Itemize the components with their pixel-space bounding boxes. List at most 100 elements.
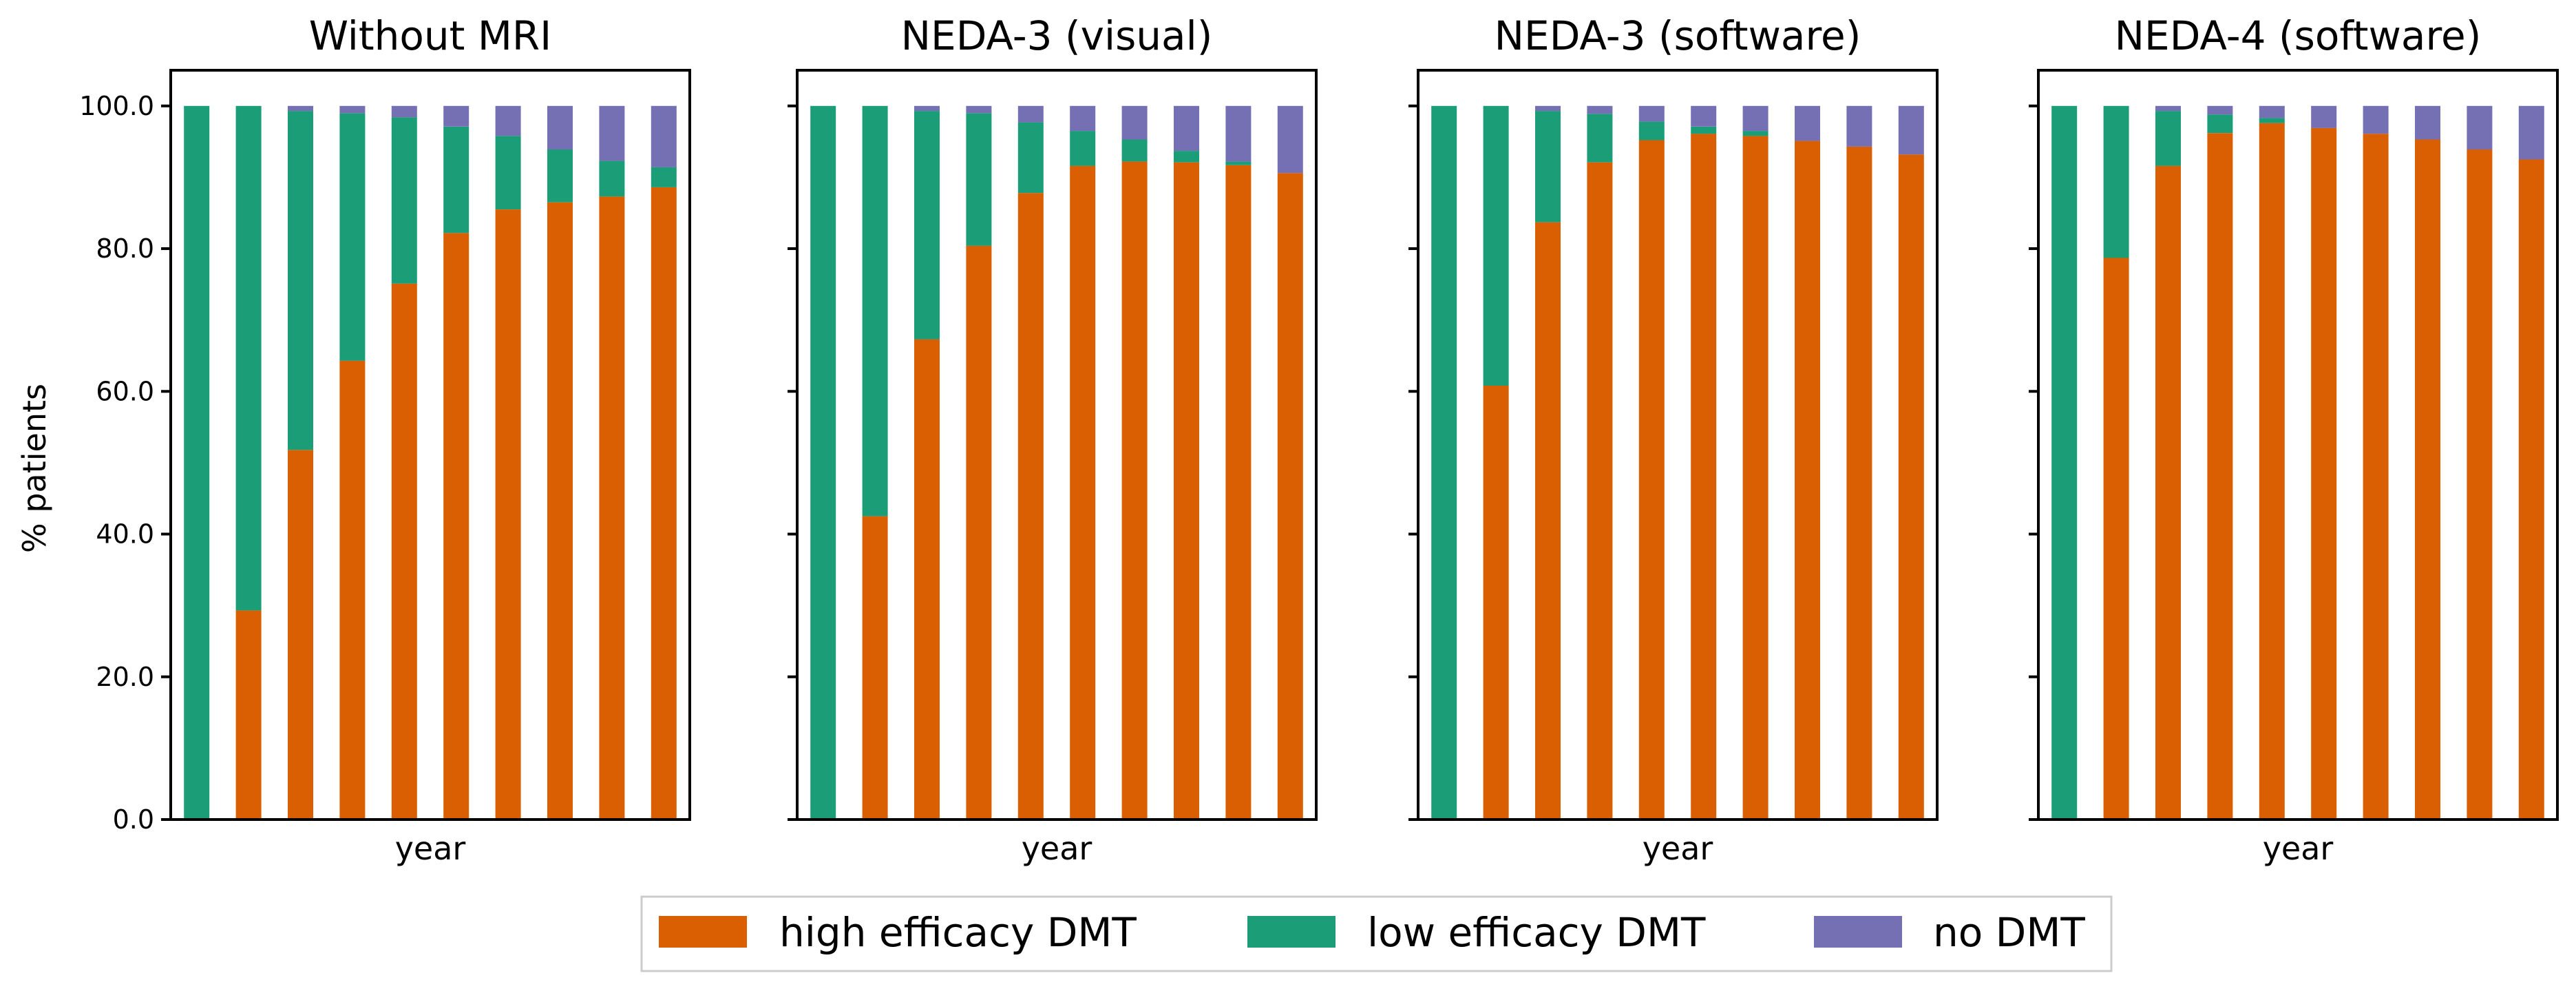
- y-axis-label: % patients: [16, 384, 53, 553]
- panel-1: Without MRI 0.0 20.0 40.0 60.0 80.0 100.0 year: [79, 12, 691, 867]
- y-tick-label: 20.0: [96, 662, 154, 692]
- bar-low-4: [2207, 114, 2233, 134]
- bar-none-3: [2155, 105, 2181, 112]
- bar-high-7: [2363, 134, 2389, 820]
- bar-none-4: [2207, 105, 2233, 115]
- bar-high-5: [1017, 193, 1044, 820]
- panels-layer: Without MRI0.020.040.060.080.0100.0yearN…: [79, 12, 2559, 867]
- bar-low-3: [2155, 111, 2181, 166]
- bar-high-4: [339, 360, 366, 820]
- bar-none-6: [1691, 105, 1717, 127]
- bar-low-9: [1225, 161, 1252, 165]
- bar-high-8: [2415, 139, 2440, 820]
- bar-none-10: [1898, 105, 1924, 155]
- panel-3: NEDA-3 (software) year: [1408, 12, 1939, 867]
- bar-high-10: [651, 187, 677, 820]
- bar-low-7: [1742, 131, 1769, 136]
- bar-high-9: [1846, 146, 1872, 820]
- bar-none-9: [599, 105, 625, 161]
- bar-none-7: [1121, 105, 1148, 140]
- y-tick-label: 60.0: [96, 376, 154, 406]
- panel-title: Without MRI: [309, 12, 552, 59]
- y-tick-label: 40.0: [96, 519, 154, 550]
- bar-high-5: [1638, 140, 1665, 820]
- plot-frame: [2037, 69, 2559, 821]
- bar-none-9: [1225, 105, 1252, 162]
- bar-high-4: [2207, 133, 2233, 820]
- bar-high-2: [1483, 386, 1509, 820]
- legend-label-low: low efficacy DMT: [1367, 909, 1706, 956]
- bar-high-6: [2311, 127, 2337, 820]
- bar-high-4: [966, 245, 992, 820]
- bar-none-5: [1017, 105, 1044, 123]
- legend-swatch-high: [659, 916, 747, 948]
- bar-none-5: [1638, 105, 1665, 122]
- bar-none-4: [1587, 105, 1613, 114]
- bar-low-8: [1174, 151, 1199, 163]
- bar-none-6: [443, 105, 469, 127]
- bar-high-5: [2259, 123, 2285, 820]
- bar-high-6: [1691, 134, 1717, 820]
- bar-low-3: [1535, 111, 1561, 222]
- bar-none-9: [1846, 105, 1872, 147]
- bar-high-3: [2155, 165, 2181, 820]
- bar-none-10: [1277, 105, 1303, 174]
- bar-none-8: [547, 105, 573, 149]
- bar-low-4: [966, 113, 992, 246]
- bar-low-4: [1587, 114, 1613, 163]
- legend-frame: [640, 895, 2113, 972]
- bar-low-5: [391, 117, 417, 284]
- panel-title: NEDA-3 (visual): [901, 12, 1213, 59]
- bar-low-5: [2259, 118, 2285, 123]
- x-axis-label: year: [1643, 830, 1713, 867]
- bar-low-1: [810, 105, 836, 820]
- bar-none-3: [914, 105, 940, 112]
- bar-none-6: [1070, 105, 1096, 132]
- panel-4: NEDA-4 (software) year: [2029, 12, 2559, 867]
- bar-none-7: [1742, 105, 1769, 132]
- bar-high-9: [2467, 149, 2493, 820]
- bar-none-3: [1535, 105, 1561, 112]
- bar-none-7: [495, 105, 521, 136]
- bar-low-6: [1691, 126, 1717, 134]
- bar-low-3: [288, 111, 313, 450]
- bar-none-3: [288, 105, 313, 112]
- bar-high-7: [1121, 161, 1148, 820]
- bar-none-4: [339, 105, 366, 114]
- bar-low-7: [1121, 139, 1148, 162]
- bar-low-10: [651, 167, 677, 187]
- bar-low-3: [914, 111, 940, 340]
- bar-high-4: [1587, 162, 1613, 820]
- bar-low-5: [1638, 121, 1665, 140]
- bar-high-2: [862, 516, 888, 820]
- plot-frame: [1417, 69, 1939, 821]
- panel-title: NEDA-3 (software): [1495, 12, 1861, 59]
- legend-swatch-none: [1814, 916, 1902, 948]
- bar-low-7: [495, 136, 521, 209]
- bar-none-10: [651, 105, 677, 167]
- bar-none-4: [966, 105, 992, 114]
- bar-high-7: [495, 209, 521, 820]
- bar-low-1: [184, 105, 210, 820]
- bar-none-5: [391, 105, 417, 118]
- bar-high-6: [443, 233, 469, 820]
- bar-low-1: [1431, 105, 1457, 820]
- bar-low-8: [547, 149, 573, 202]
- bar-high-5: [391, 283, 417, 820]
- bar-low-2: [1483, 105, 1509, 386]
- bar-low-2: [862, 105, 888, 517]
- bar-high-10: [1898, 154, 1924, 820]
- bar-none-6: [2311, 105, 2337, 128]
- bar-high-10: [1277, 173, 1303, 820]
- bar-none-8: [1174, 105, 1199, 152]
- bar-low-6: [1070, 131, 1096, 166]
- y-tick-label: 80.0: [96, 233, 154, 264]
- x-axis-label: year: [2263, 830, 2334, 867]
- bar-low-9: [599, 160, 625, 197]
- bar-high-8: [1795, 140, 1820, 820]
- bar-high-2: [2103, 258, 2129, 820]
- bar-high-6: [1070, 165, 1096, 820]
- bar-none-7: [2363, 105, 2389, 134]
- y-tick-label: 0.0: [113, 804, 154, 835]
